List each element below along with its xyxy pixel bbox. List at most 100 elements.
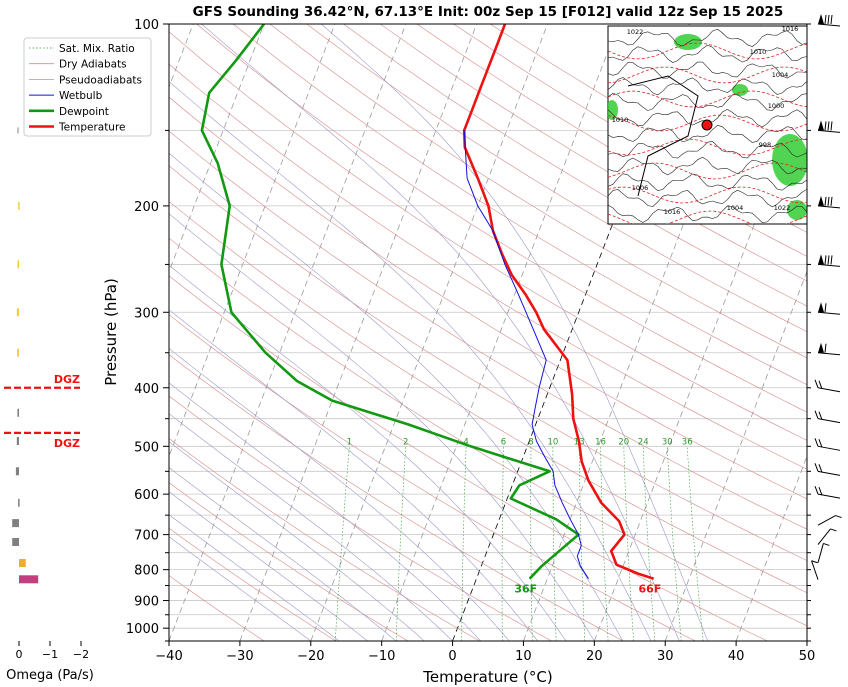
precip-area	[608, 100, 618, 120]
pseudoadiabat-line	[169, 514, 340, 641]
dry-adiabat-line	[169, 527, 337, 641]
mixing-ratio-line	[686, 446, 704, 641]
wind-barb	[817, 120, 841, 133]
x-tick-label: −10	[368, 649, 395, 664]
isobar-gridlines	[169, 24, 807, 641]
isotherm-line	[310, 24, 548, 641]
pseudoadiabat-line	[169, 536, 311, 641]
surface-label: 36F	[514, 583, 537, 596]
pseudoadiabat-line	[169, 264, 567, 641]
skewt-plot: 1 2 4 6 8 10 13 16 20 24 30 36 1022 1016101010049981…	[102, 18, 815, 686]
barb-shaft	[817, 23, 841, 27]
dry-adiabat-line	[169, 575, 265, 641]
x-tick-label: 50	[799, 649, 816, 664]
mixing-ratio-label: 2	[403, 437, 408, 447]
omega-bar	[19, 559, 26, 567]
barb-feather	[824, 121, 827, 131]
barb-shaft	[817, 129, 841, 133]
barb-feather	[824, 303, 827, 313]
height-contour	[608, 114, 807, 132]
omega-bar	[17, 348, 19, 357]
omega-bar	[16, 308, 19, 317]
omega-tick-label: 0	[16, 648, 23, 661]
isobar-contour	[608, 61, 807, 79]
dry-adiabat-line	[169, 354, 624, 641]
x-axis-ticks: −40 −30 −20 −10 0 10 20 30 40 50	[155, 641, 815, 664]
barb-feather	[814, 485, 819, 495]
wind-barb	[814, 463, 841, 476]
dry-adiabat-line	[169, 130, 807, 530]
isotherm-line	[735, 455, 807, 641]
wind-barb	[811, 560, 819, 580]
legend-label: Temperature	[58, 122, 126, 134]
barb-flag	[818, 14, 824, 24]
mixing-ratio-line	[552, 446, 557, 641]
y-tick-label: 300	[134, 306, 159, 321]
mixing-ratio-label: 10	[547, 437, 558, 447]
isobar-contour	[608, 156, 807, 176]
x-tick-label: 30	[657, 649, 674, 664]
barb-feather	[830, 528, 837, 532]
location-marker	[701, 119, 713, 131]
pseudoadiabats	[169, 24, 709, 641]
barb-feather	[824, 14, 827, 25]
isobar-contour	[608, 173, 807, 192]
barb-feather	[827, 196, 830, 206]
dry-adiabat-line	[380, 24, 807, 282]
barb-feather	[811, 560, 818, 564]
barb-feather	[824, 196, 827, 206]
isotherm-line	[664, 270, 807, 641]
dry-adiabat-line	[269, 24, 807, 359]
isobar-contour	[608, 141, 807, 159]
x-tick-label: 40	[728, 649, 745, 664]
barb-feather	[827, 255, 830, 265]
legend: Sat. Mix. Ratio Dry Adiabats Pseudoadiabat…	[23, 37, 152, 137]
x-tick-label: −40	[155, 649, 182, 664]
precip-area	[674, 34, 702, 50]
x-tick-label: 20	[586, 649, 603, 664]
barb-shaft	[817, 543, 824, 563]
barb-feather	[824, 343, 827, 353]
mixing-ratio-line	[600, 446, 609, 641]
pseudoadiabat-line	[320, 24, 709, 641]
wind-barb	[814, 485, 841, 499]
y-axis-ticks: 100 200 300 400 500 600 700 800 900 1000	[126, 18, 811, 642]
isobar-label: 1004	[727, 204, 744, 212]
y-tick-label: 400	[134, 382, 159, 397]
omega-bar	[12, 519, 19, 528]
plot-frame	[168, 23, 808, 642]
barb-feather	[830, 196, 833, 206]
barb-shaft	[817, 205, 841, 209]
chart-title: GFS Sounding 36.42°N, 67.13°E Init: 00z …	[193, 4, 784, 20]
isobar-label: 1004	[772, 71, 789, 79]
wind-barb	[814, 410, 841, 424]
isobar-label: 1000	[768, 102, 785, 110]
temperature-line	[462, 24, 655, 580]
isobar-contour	[608, 124, 807, 143]
mixing-ratio-line	[530, 446, 533, 641]
omega-bars	[12, 127, 39, 584]
omega-bar	[15, 467, 19, 476]
barb-feather	[824, 255, 827, 265]
barb-feather	[818, 411, 823, 420]
isobar-contour	[608, 44, 807, 63]
wind-barb	[814, 438, 841, 451]
pseudoadiabat-line	[169, 467, 397, 641]
y-tick-label: 800	[134, 564, 159, 579]
precip-area	[772, 134, 807, 186]
isotherm-line	[239, 24, 478, 641]
barb-shaft	[817, 515, 836, 526]
wetbulb-line	[463, 130, 589, 579]
mixing-ratio-line	[395, 446, 406, 641]
isotherm-line	[806, 639, 807, 641]
height-contour	[608, 42, 807, 60]
inset-map: 1022 1016 1010 1004 998 1000 1006 1022 1010 1016 1…	[607, 25, 808, 225]
omega-bar	[12, 538, 19, 546]
profile-lines	[200, 24, 655, 580]
dry-adiabat-line	[169, 201, 807, 594]
barb-feather	[835, 515, 842, 519]
mixing-ratio-label: 8	[528, 437, 533, 447]
height-contour	[608, 162, 807, 180]
omega-bar	[18, 201, 20, 210]
barb-feather	[818, 486, 823, 496]
